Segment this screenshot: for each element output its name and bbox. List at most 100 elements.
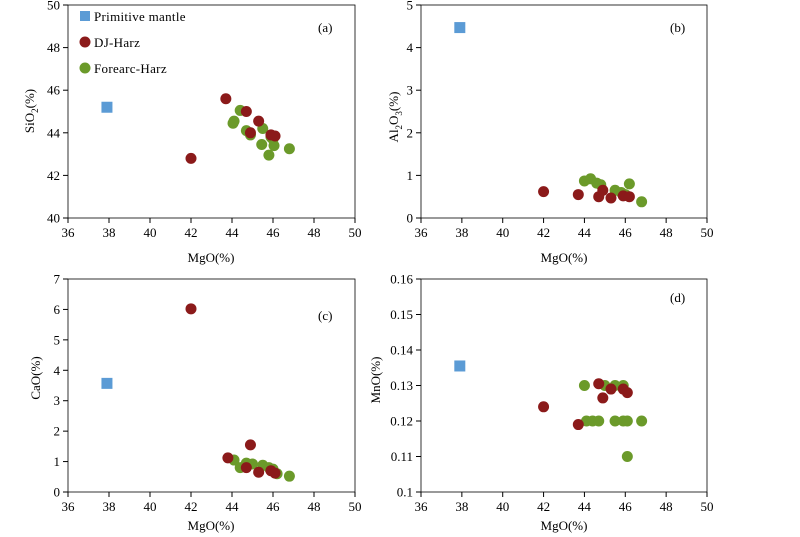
panel-d-ytick-label: 0.1 [397, 485, 413, 500]
panel-a-xtick-label: 50 [349, 225, 362, 240]
panel-a-point-forearc [256, 139, 268, 151]
panel-a-point-forearc [263, 149, 275, 161]
panel-a-xtick-label: 38 [103, 225, 116, 240]
panel-d-point-forearc [578, 380, 590, 391]
panel-b-ytick-label: 1 [407, 168, 414, 183]
panel-b-xtick-label: 46 [619, 225, 633, 240]
panel-d-ytick-label: 0.15 [390, 307, 413, 322]
panel-d-xtick-label: 42 [537, 499, 550, 514]
panel-d-xtick-label: 38 [455, 499, 468, 514]
panel-b-ylabel-sub: 2 [394, 125, 404, 130]
panel-d-point-forearc [636, 415, 648, 427]
panel-c-xlabel: MgO(%) [188, 518, 235, 533]
panel-a-point-dj [244, 127, 256, 139]
panel-b-xlabel: MgO(%) [541, 250, 588, 265]
panel-b-point-dj [597, 184, 609, 196]
panel-a-frame [67, 4, 356, 219]
panel-b-ytick-label: 5 [407, 0, 414, 13]
panel-c-point-dj [240, 462, 252, 474]
panel-c-point-dj [222, 452, 234, 464]
panel-d-xtick-label: 40 [496, 499, 509, 514]
panel-b-point-forearc [623, 178, 635, 190]
panel-c-point-primitive [101, 377, 113, 389]
panel-a-point-forearc [283, 143, 295, 155]
panel-c-ylabel: CaO(%) [28, 356, 43, 399]
legend-marker-primitive-mantle [80, 11, 90, 21]
panel-c-xtick-label: 36 [62, 499, 76, 514]
panel-d-ytick-label: 0.16 [390, 272, 413, 287]
panel-a-point-dj [220, 93, 232, 105]
panel-c-xtick-label: 50 [349, 499, 362, 514]
panel-d-point-dj [593, 378, 605, 390]
panel-d-point-dj [572, 419, 584, 431]
panel-b-xtick-label: 48 [660, 225, 673, 240]
panel-d-marks [454, 360, 648, 462]
panel-a-point-dj [253, 115, 265, 127]
panel-a-ylabel-main: SiO [22, 113, 37, 133]
panel-c-ytick-label: 6 [54, 302, 61, 317]
panel-a-xlabel: MgO(%) [188, 250, 235, 265]
panel-d-xtick-label: 50 [701, 499, 714, 514]
panel-a-xtick-label: 42 [185, 225, 198, 240]
panel-c-point-forearc [283, 470, 295, 482]
panel-a-ylabel: SiO2(%) [22, 89, 40, 133]
panel-c-xtick-label: 48 [308, 499, 321, 514]
panel-b-ylabel-mid: O [386, 116, 401, 125]
panel-b-ylabel-main: Al [386, 129, 401, 142]
panel-c-ytick-label: 1 [54, 454, 61, 469]
panel-a-marks [101, 93, 295, 164]
panel-c-xtick-label: 38 [103, 499, 116, 514]
panel-a-ytick-label: 50 [47, 0, 60, 13]
panel-c-ytick-label: 4 [54, 363, 61, 378]
panel-a-label: (a) [318, 20, 332, 35]
panel-b-point-forearc [636, 196, 648, 208]
panel-c-ytick-label: 0 [54, 485, 61, 500]
legend-label-forearc-harz: Forearc-Harz [94, 61, 167, 76]
panel-a-ytick-label: 44 [47, 125, 61, 140]
panel-a-xtick-label: 36 [62, 225, 76, 240]
panel-d-frame [420, 278, 708, 493]
panel-c-marks [101, 303, 295, 482]
panel-d-point-dj [538, 401, 550, 413]
panel-c-ytick-label: 7 [54, 272, 61, 287]
panel-b-ytick-label: 2 [407, 125, 414, 140]
panel-a-ytick-label: 46 [47, 83, 61, 98]
panel-b-ytick-label: 4 [407, 40, 414, 55]
panel-a-ytick-label: 48 [47, 40, 60, 55]
panel-b-xtick-label: 36 [415, 225, 429, 240]
panel-b-marks [454, 22, 648, 208]
panel-b-xtick-label: 40 [496, 225, 509, 240]
panel-d-point-forearc [621, 415, 633, 427]
panel-c-ytick-label: 5 [54, 332, 61, 347]
panel-c-ytick-label: 2 [54, 424, 61, 439]
panel-c-ytick-label: 3 [54, 393, 61, 408]
panel-d-ylabel: MnO(%) [368, 357, 383, 404]
panel-a-ylabel-sub: 2 [30, 108, 40, 113]
panel-c-xtick-label: 42 [185, 499, 198, 514]
legend-marker-dj-harz [79, 36, 91, 48]
panel-d-ytick-label: 0.13 [390, 378, 413, 393]
panel-b-point-dj [623, 191, 635, 203]
panel-b-xtick-label: 38 [455, 225, 468, 240]
panel-d-point-primitive [454, 360, 466, 372]
panel-c-label: (c) [318, 308, 332, 323]
panel-c: 36 38 40 42 44 46 48 50 0 1 2 3 4 5 6 7 (c) MgO(%) CaO(… [28, 272, 362, 534]
panel-b-ylabel-tail: (%) [386, 92, 401, 112]
panel-d-xlabel: MgO(%) [541, 518, 588, 533]
legend-label-primitive-mantle: Primitive mantle [94, 9, 186, 24]
panel-c-xtick-label: 46 [267, 499, 281, 514]
panel-d-xtick-label: 44 [578, 499, 592, 514]
panel-d-ytick-label: 0.14 [390, 343, 413, 358]
panel-d: 36 38 40 42 44 46 48 50 0.1 0.11 0.12 0.13 0.14 0.15 0… [368, 272, 714, 534]
panel-a-point-forearc [268, 140, 280, 152]
panel-a-ticks: 36 38 40 42 44 46 48 50 40 42 44 46 48 50 [47, 0, 362, 240]
panel-b-ytick-label: 3 [407, 83, 414, 98]
panel-b-xtick-label: 50 [701, 225, 714, 240]
panel-b-point-dj [538, 186, 550, 198]
panel-d-point-dj [597, 392, 609, 404]
panel-c-point-dj [244, 439, 256, 451]
panel-b-point-dj [605, 192, 617, 204]
panel-b-xtick-label: 42 [537, 225, 550, 240]
